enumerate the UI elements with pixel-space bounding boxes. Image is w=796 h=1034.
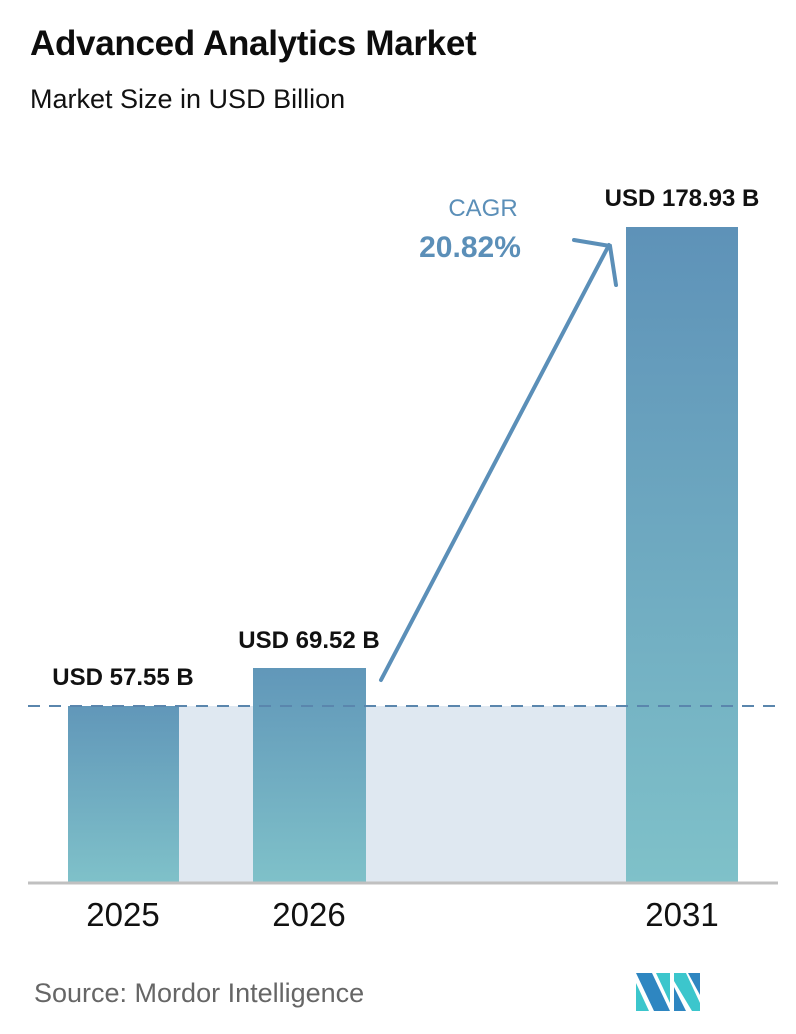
bar-2031 [626,227,738,882]
mordor-logo-icon [636,973,700,1011]
bar-label-2025: USD 57.55 B [52,664,193,691]
year-label-2025: 2025 [86,896,159,933]
cagr-value: 20.82% [419,231,521,264]
chart-title: Advanced Analytics Market [30,24,477,63]
year-label-2031: 2031 [645,896,718,933]
bar-2025 [68,706,179,882]
source-note: Source: Mordor Intelligence [34,978,365,1008]
cagr-label: CAGR [448,195,517,222]
year-label-2026: 2026 [272,896,345,933]
bar-2026 [253,668,366,882]
bar-label-2026: USD 69.52 B [238,627,379,654]
chart-subtitle: Market Size in USD Billion [30,84,346,114]
cagr-arrow-icon [379,238,618,682]
bar-label-2031: USD 178.93 B [605,185,760,212]
growth-band [179,706,626,882]
